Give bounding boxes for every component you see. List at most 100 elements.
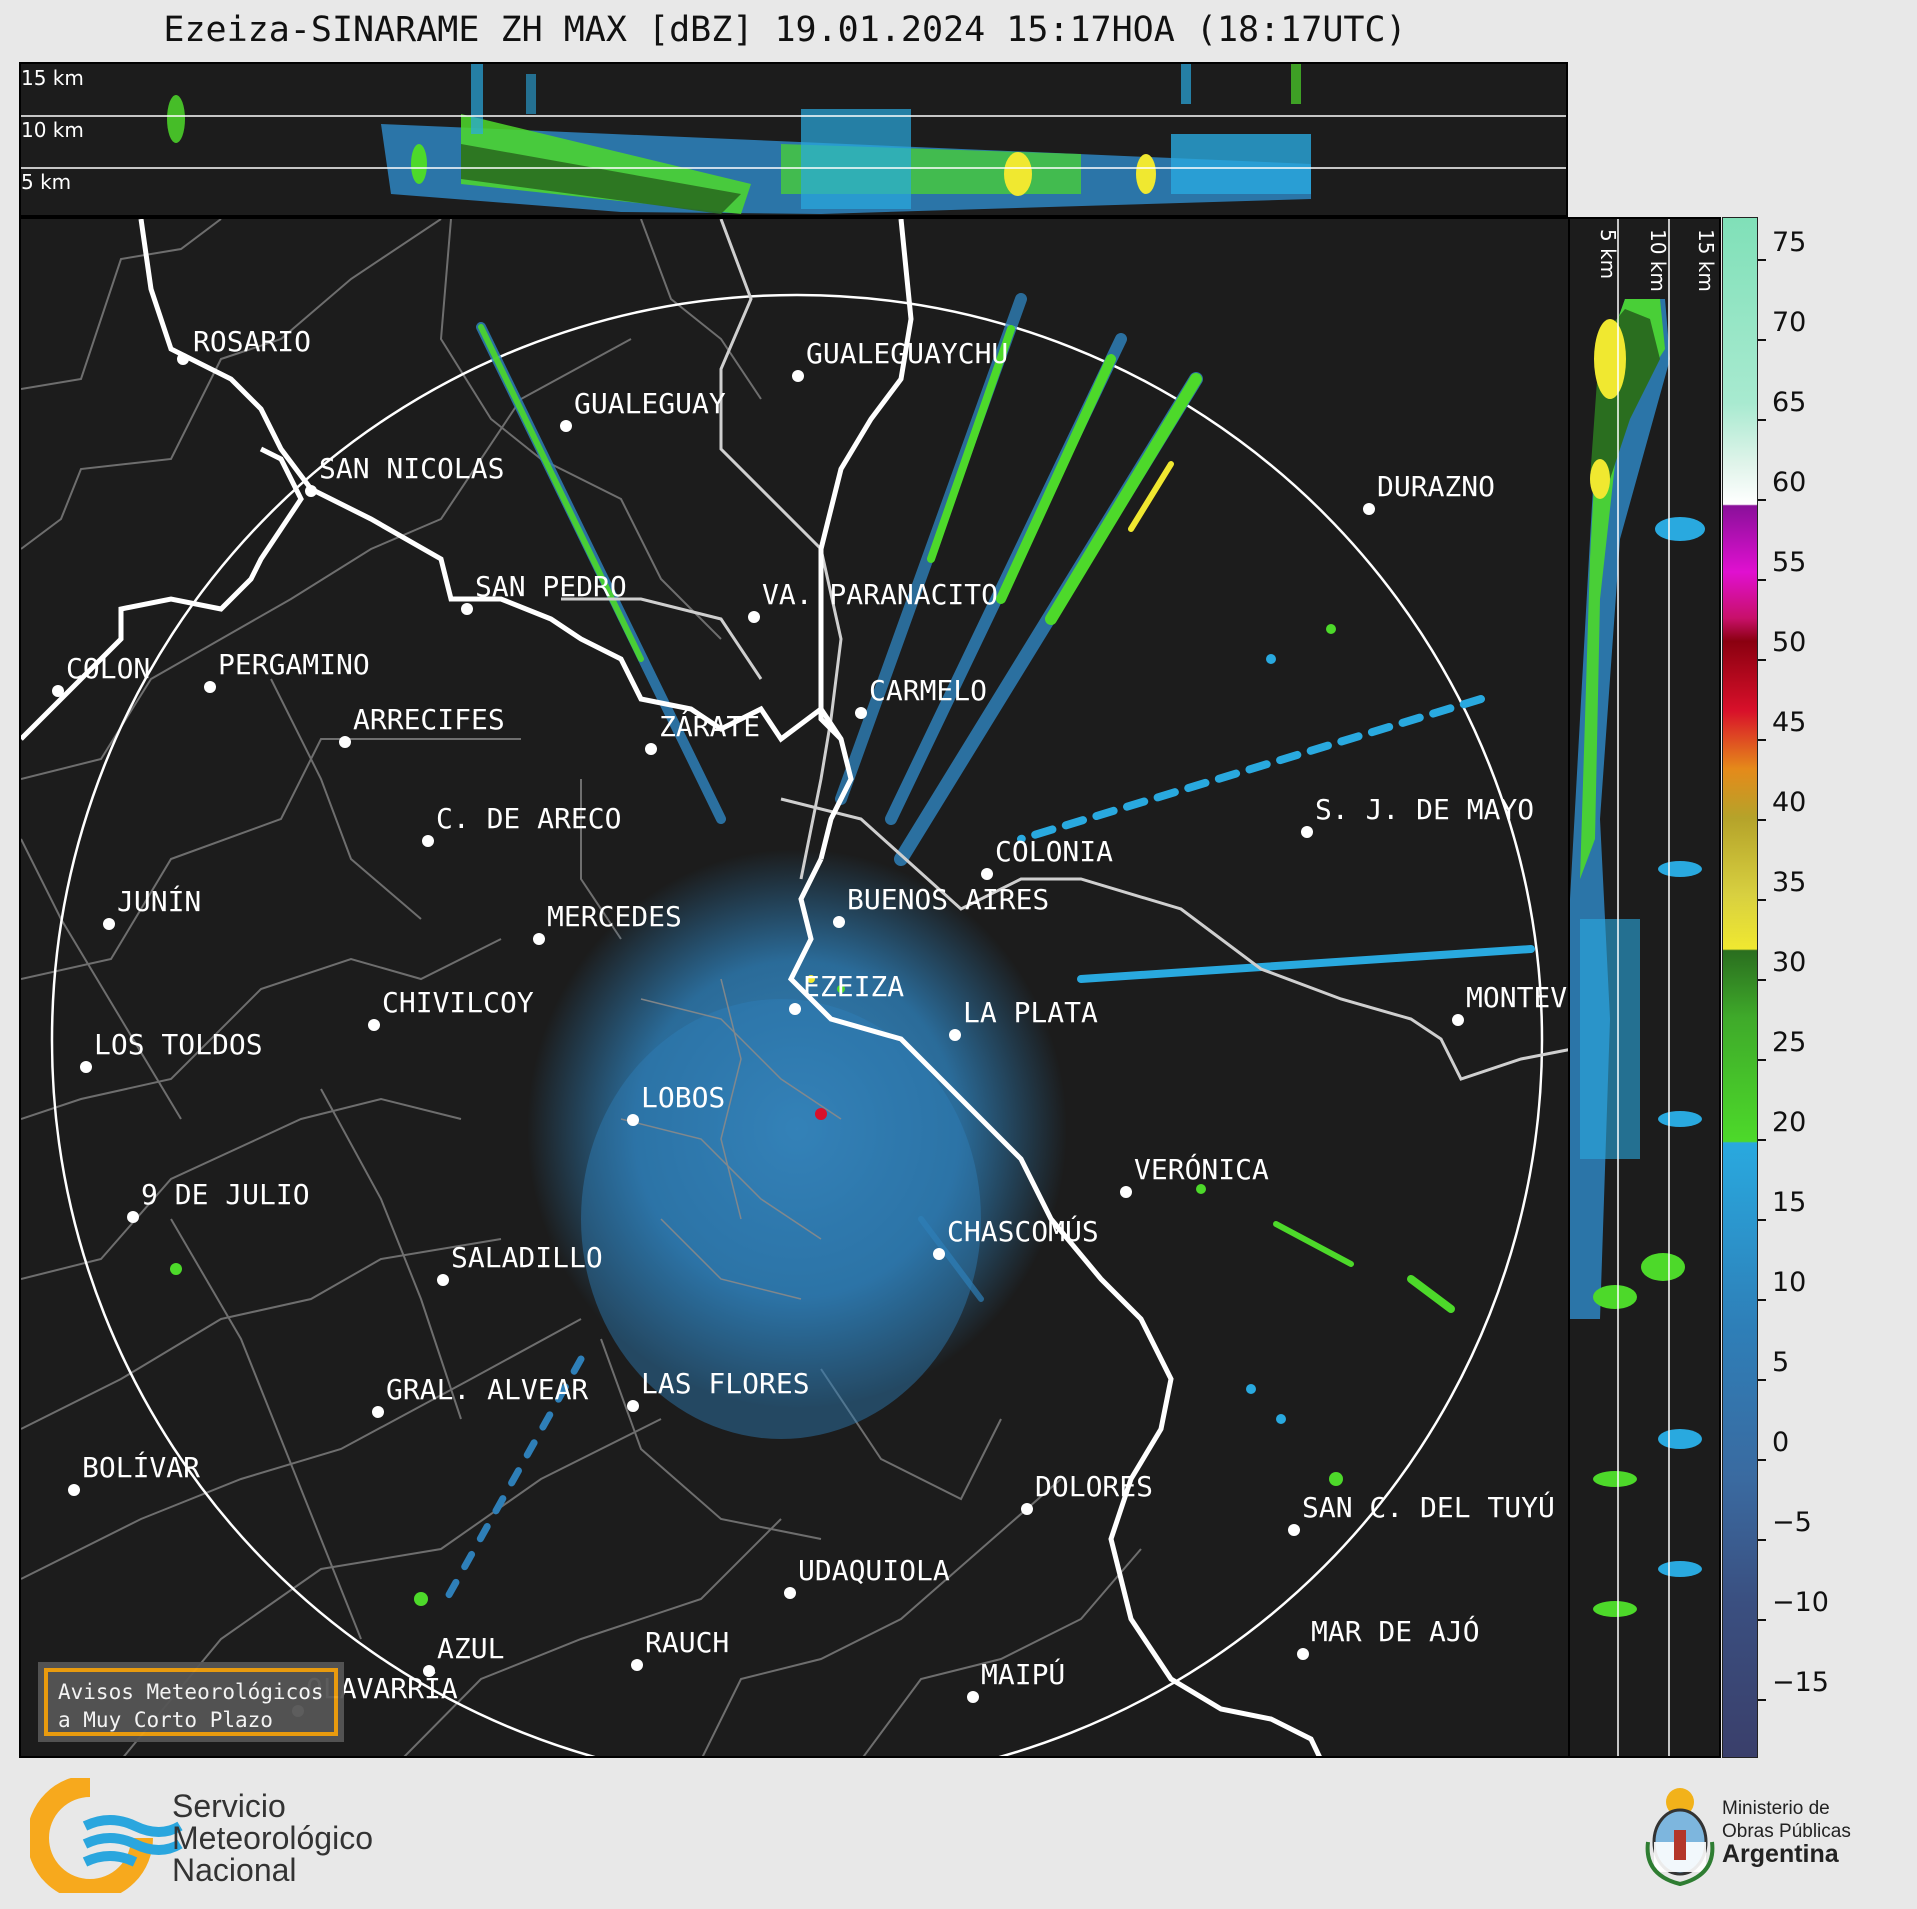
colorbar-tick: 5 (1758, 1347, 1789, 1394)
svg-text:DURAZNO: DURAZNO (1377, 470, 1495, 503)
svg-text:ROSARIO: ROSARIO (193, 325, 311, 358)
city-montevideo: MONTEVIDEO (1452, 981, 1570, 1026)
svg-text:LA PLATA: LA PLATA (963, 996, 1098, 1029)
city-san-c-del-tuyu: SAN C. DEL TUYÚ (1288, 1490, 1555, 1536)
city-ezeiza: EZEIZA (789, 970, 904, 1015)
city-mercedes: MERCEDES (533, 900, 682, 945)
side-alt-label: 10 km (1646, 229, 1670, 292)
radar-echo-area (527, 849, 1067, 1409)
svg-text:COLON: COLON (66, 652, 150, 685)
svg-text:LOS TOLDOS: LOS TOLDOS (94, 1028, 263, 1061)
svg-text:BUENOS AIRES: BUENOS AIRES (847, 883, 1049, 916)
colorbar-tick: 10 (1758, 1267, 1806, 1314)
svg-text:LOBOS: LOBOS (641, 1081, 725, 1114)
range-ring (50, 293, 1544, 1756)
ministry-name: Ministerio de Obras Públicas Argentina (1722, 1798, 1851, 1868)
colorbar-tick: 70 (1758, 307, 1806, 354)
city-sj-de-mayo: S. J. DE MAYO (1301, 793, 1534, 838)
svg-text:VA. PARANACITO: VA. PARANACITO (762, 578, 998, 611)
city-gualeguay: GUALEGUAY (560, 387, 726, 432)
colorbar-tick: 50 (1758, 627, 1806, 674)
radar-map-panel: ROSARIO GUALEGUAYCHU GUALEGUAY SAN NICOL… (19, 217, 1570, 1758)
chart-title: Ezeiza-SINARAME ZH MAX [dBZ] 19.01.2024 … (163, 10, 1407, 50)
city-c-de-areco: C. DE ARECO (422, 802, 621, 847)
city-gualeguaychu: GUALEGUAYCHU (792, 337, 1008, 382)
side-cross-section-plot (1570, 219, 1705, 1756)
side-alt-label: 5 km (1596, 229, 1620, 280)
svg-text:MONTEVIDEO: MONTEVIDEO (1466, 981, 1570, 1014)
svg-text:MAIPÚ: MAIPÚ (981, 1657, 1065, 1691)
top-alt-label: 15 km (21, 66, 84, 90)
district-boundaries (21, 219, 1142, 1756)
city-pergamino: PERGAMINO (204, 648, 370, 693)
colorbar-tick: 20 (1758, 1107, 1806, 1154)
city-va-paranacito: VA. PARANACITO (748, 578, 998, 623)
top-alt-label: 10 km (21, 118, 84, 142)
colorbar-tick: 55 (1758, 547, 1806, 594)
city-chascomus: CHASCOMÚS (933, 1214, 1099, 1260)
colorbar-tick: 35 (1758, 867, 1806, 914)
city-buenos-aires: BUENOS AIRES (833, 883, 1049, 928)
colorbar-tick: 75 (1758, 227, 1806, 274)
colorbar-tick: −10 (1758, 1587, 1829, 1634)
svg-text:GUALEGUAYCHU: GUALEGUAYCHU (806, 337, 1008, 370)
svg-text:AZUL: AZUL (437, 1632, 504, 1665)
city-udaquiola: UDAQUIOLA (784, 1554, 950, 1599)
short-term-warnings-box[interactable]: Avisos Meteorológicos a Muy Corto Plazo (38, 1662, 344, 1742)
city-9-de-julio: 9 DE JULIO (127, 1178, 310, 1223)
colorbar-tick: 0 (1758, 1427, 1789, 1474)
svg-text:SAN C. DEL TUYÚ: SAN C. DEL TUYÚ (1302, 1490, 1555, 1524)
radar-map: ROSARIO GUALEGUAYCHU GUALEGUAY SAN NICOL… (21, 219, 1570, 1756)
colorbar-tick: 40 (1758, 787, 1806, 834)
svg-text:GRAL. ALVEAR: GRAL. ALVEAR (386, 1373, 588, 1406)
svg-text:DOLORES: DOLORES (1035, 1470, 1153, 1503)
svg-text:SAN PEDRO: SAN PEDRO (475, 570, 627, 603)
side-cross-section-panel: 5 km 10 km 15 km (1570, 217, 1721, 1758)
svg-text:LAS FLORES: LAS FLORES (641, 1367, 810, 1400)
city-maipu: MAIPÚ (967, 1657, 1065, 1703)
city-colonia: COLONIA (981, 835, 1113, 880)
city-san-nicolas: SAN NICOLAS (305, 452, 504, 497)
svg-text:S. J. DE MAYO: S. J. DE MAYO (1315, 793, 1534, 826)
city-rauch: RAUCH (631, 1626, 729, 1671)
svg-text:SAN NICOLAS: SAN NICOLAS (319, 452, 504, 485)
notice-line-1: Avisos Meteorológicos (58, 1680, 324, 1704)
side-alt-label: 15 km (1694, 229, 1718, 292)
city-durazno: DURAZNO (1363, 470, 1495, 515)
svg-text:EZEIZA: EZEIZA (803, 970, 904, 1003)
svg-text:VERÓNICA: VERÓNICA (1134, 1152, 1269, 1186)
svg-text:MAR DE AJÓ: MAR DE AJÓ (1311, 1614, 1480, 1648)
colorbar-tick: 60 (1758, 467, 1806, 514)
city-mar-de-ajo: MAR DE AJÓ (1297, 1614, 1480, 1660)
colorbar-tick: −5 (1758, 1507, 1812, 1554)
colorbar (1722, 217, 1758, 1758)
svg-text:PERGAMINO: PERGAMINO (218, 648, 370, 681)
notice-line-2: a Muy Corto Plazo (58, 1708, 273, 1732)
svg-text:GUALEGUAY: GUALEGUAY (574, 387, 726, 420)
national-coat-of-arms-icon (1645, 1788, 1715, 1887)
svg-text:CHASCOMÚS: CHASCOMÚS (947, 1214, 1099, 1248)
svg-text:RAUCH: RAUCH (645, 1626, 729, 1659)
svg-text:JUNÍN: JUNÍN (117, 884, 201, 918)
city-junin: JUNÍN (103, 884, 201, 930)
city-la-plata: LA PLATA (949, 996, 1098, 1041)
city-chivilcoy: CHIVILCOY (368, 986, 534, 1031)
smn-logo (30, 1778, 183, 1893)
city-rosario: ROSARIO (177, 325, 311, 365)
svg-text:SALADILLO: SALADILLO (451, 1241, 603, 1274)
colorbar-tick: 45 (1758, 707, 1806, 754)
top-alt-label: 5 km (21, 170, 72, 194)
colorbar-tick: 25 (1758, 1027, 1806, 1074)
city-los-toldos: LOS TOLDOS (80, 1028, 263, 1073)
city-lobos: LOBOS (627, 1081, 725, 1126)
city-markers: ROSARIO GUALEGUAYCHU GUALEGUAY SAN NICOL… (52, 325, 1570, 1717)
svg-text:CARMELO: CARMELO (869, 674, 987, 707)
svg-text:BOLÍVAR: BOLÍVAR (82, 1450, 200, 1484)
city-azul: AZUL (423, 1632, 504, 1677)
svg-text:UDAQUIOLA: UDAQUIOLA (798, 1554, 950, 1587)
svg-text:9 DE JULIO: 9 DE JULIO (141, 1178, 310, 1211)
city-carmelo: CARMELO (855, 674, 987, 719)
colorbar-tick: 15 (1758, 1187, 1806, 1234)
svg-text:ZÁRATE: ZÁRATE (659, 709, 760, 743)
city-san-pedro: SAN PEDRO (461, 570, 627, 615)
